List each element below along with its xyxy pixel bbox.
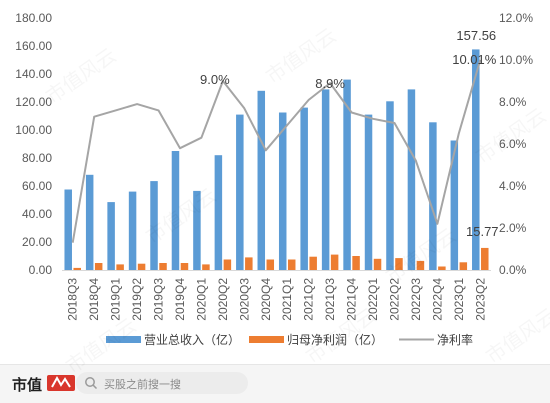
- y-left-tick-label: 140.00: [15, 67, 52, 81]
- net-profit-bar: [416, 260, 425, 270]
- legend-label: 净利率: [437, 332, 473, 347]
- revenue-bar: [236, 114, 244, 270]
- y-left-tick-label: 180.00: [15, 11, 52, 25]
- data-annotation: 9.0%: [200, 72, 230, 87]
- revenue-bar: [257, 90, 266, 270]
- revenue-bar: [278, 112, 287, 270]
- brand-logo-icon: [47, 375, 75, 391]
- x-category-label: 2020Q1: [194, 278, 208, 321]
- x-category-label: 2021Q2: [302, 278, 316, 321]
- revenue-bar: [472, 49, 480, 270]
- y-left-tick-label: 20.00: [22, 235, 52, 249]
- net-profit-bar: [73, 267, 81, 270]
- revenue-bar: [321, 89, 330, 271]
- revenue-bar: [300, 107, 308, 270]
- y-right-tick-label: 6.0%: [499, 137, 527, 151]
- search-placeholder: 买股之前搜一搜: [104, 379, 181, 391]
- y-left-tick-label: 80.00: [22, 151, 52, 165]
- revenue-bar: [450, 140, 459, 270]
- data-annotation: 8.9%: [315, 76, 345, 91]
- x-category-label: 2023Q1: [452, 278, 466, 321]
- revenue-bar: [429, 122, 437, 270]
- net-profit-bar: [373, 258, 382, 270]
- revenue-bar: [407, 89, 416, 271]
- legend-swatch: [249, 336, 284, 343]
- x-category-label: 2021Q4: [345, 278, 359, 321]
- y-right-tick-label: 10.0%: [499, 53, 533, 67]
- x-category-label: 2022Q3: [409, 278, 423, 321]
- y-left-tick-label: 120.00: [15, 95, 52, 109]
- legend-label: 归母净利润（亿）: [287, 332, 383, 347]
- net-profit-bar: [245, 257, 253, 270]
- legend-label: 营业总收入（亿）: [144, 332, 240, 347]
- data-annotation: 10.01%: [452, 52, 497, 67]
- revenue-bar: [343, 79, 351, 270]
- x-category-label: 2020Q2: [216, 278, 230, 321]
- y-left-tick-label: 40.00: [22, 207, 52, 221]
- x-category-label: 2018Q4: [87, 278, 101, 321]
- x-category-label: 2020Q4: [259, 278, 273, 321]
- net-profit-bar: [395, 258, 403, 270]
- net-profit-bar: [481, 247, 489, 270]
- revenue-bar: [150, 181, 158, 270]
- x-category-label: 2020Q3: [237, 278, 251, 321]
- net-profit-bar: [438, 266, 446, 270]
- net-profit-bar: [287, 259, 296, 270]
- net-profit-bar: [266, 259, 275, 270]
- y-right-tick-label: 12.0%: [499, 11, 533, 25]
- x-category-label: 2019Q4: [173, 278, 187, 321]
- net-profit-bar: [309, 256, 317, 270]
- y-right-tick-label: 8.0%: [499, 95, 527, 109]
- y-right-tick-label: 2.0%: [499, 221, 527, 235]
- x-category-label: 2022Q1: [366, 278, 380, 321]
- y-right-tick-label: 0.0%: [499, 263, 527, 277]
- x-category-label: 2019Q3: [152, 278, 166, 321]
- net-profit-bar: [137, 263, 146, 270]
- x-category-label: 2022Q2: [387, 278, 401, 321]
- net-profit-bar: [116, 264, 124, 270]
- revenue-bar: [171, 151, 180, 270]
- data-annotation: 157.56: [456, 28, 496, 43]
- net-profit-bar: [352, 256, 360, 270]
- revenue-bar: [386, 101, 394, 270]
- x-category-label: 2018Q3: [66, 278, 80, 321]
- y-left-tick-label: 100.00: [15, 123, 52, 137]
- revenue-bar: [193, 190, 201, 270]
- x-category-label: 2021Q1: [280, 278, 294, 321]
- net-profit-bar: [180, 263, 189, 270]
- x-category-label: 2022Q4: [430, 278, 444, 321]
- y-left-tick-label: 60.00: [22, 179, 52, 193]
- net-profit-bar: [330, 254, 339, 270]
- revenue-bar: [214, 155, 223, 270]
- data-annotation: 15.77: [466, 224, 499, 239]
- y-left-tick-label: 0.00: [29, 263, 53, 277]
- net-profit-bar: [159, 263, 167, 270]
- x-category-label: 2019Q2: [130, 278, 144, 321]
- revenue-bar: [107, 202, 115, 270]
- legend-swatch: [106, 336, 141, 343]
- revenue-bar: [64, 189, 72, 270]
- search-icon: [85, 377, 98, 390]
- y-right-tick-label: 4.0%: [499, 179, 527, 193]
- net-margin-line: [71, 59, 482, 243]
- search-box[interactable]: 买股之前搜一搜: [76, 372, 248, 394]
- net-profit-bar: [94, 263, 103, 270]
- revenue-bar: [85, 174, 94, 270]
- footer-bar: 市值 买股之前搜一搜: [0, 364, 550, 403]
- brand-logo-text: 市值: [12, 376, 43, 394]
- x-category-label: 2019Q1: [109, 278, 123, 321]
- revenue-bar: [128, 191, 137, 270]
- revenue-bar: [364, 114, 373, 270]
- x-category-label: 2023Q2: [473, 278, 487, 321]
- net-profit-bar: [459, 262, 468, 270]
- net-profit-bar: [202, 264, 210, 270]
- net-profit-bar: [223, 259, 232, 270]
- chart: 0.00 20.00 40.00 60.00 80.00 100.00 120.00 140.…: [15, 11, 533, 347]
- y-left-tick-label: 160.00: [15, 39, 52, 53]
- x-category-label: 2021Q3: [323, 278, 337, 321]
